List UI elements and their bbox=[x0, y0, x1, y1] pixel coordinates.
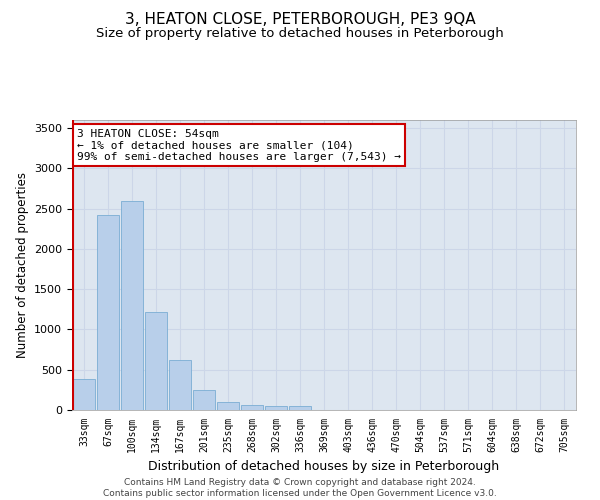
Bar bbox=[289, 406, 311, 410]
Text: 3 HEATON CLOSE: 54sqm
← 1% of detached houses are smaller (104)
99% of semi-deta: 3 HEATON CLOSE: 54sqm ← 1% of detached h… bbox=[77, 128, 401, 162]
Text: Size of property relative to detached houses in Peterborough: Size of property relative to detached ho… bbox=[96, 28, 504, 40]
Y-axis label: Number of detached properties: Number of detached properties bbox=[16, 172, 29, 358]
Bar bbox=[145, 312, 167, 410]
Bar bbox=[241, 405, 263, 410]
Bar bbox=[73, 378, 95, 410]
Bar bbox=[217, 402, 239, 410]
Bar bbox=[193, 390, 215, 410]
Bar bbox=[97, 215, 119, 410]
Bar bbox=[169, 360, 191, 410]
Text: 3, HEATON CLOSE, PETERBOROUGH, PE3 9QA: 3, HEATON CLOSE, PETERBOROUGH, PE3 9QA bbox=[125, 12, 475, 28]
Bar bbox=[121, 202, 143, 410]
Text: Contains HM Land Registry data © Crown copyright and database right 2024.
Contai: Contains HM Land Registry data © Crown c… bbox=[103, 478, 497, 498]
X-axis label: Distribution of detached houses by size in Peterborough: Distribution of detached houses by size … bbox=[148, 460, 500, 473]
Bar bbox=[265, 406, 287, 410]
